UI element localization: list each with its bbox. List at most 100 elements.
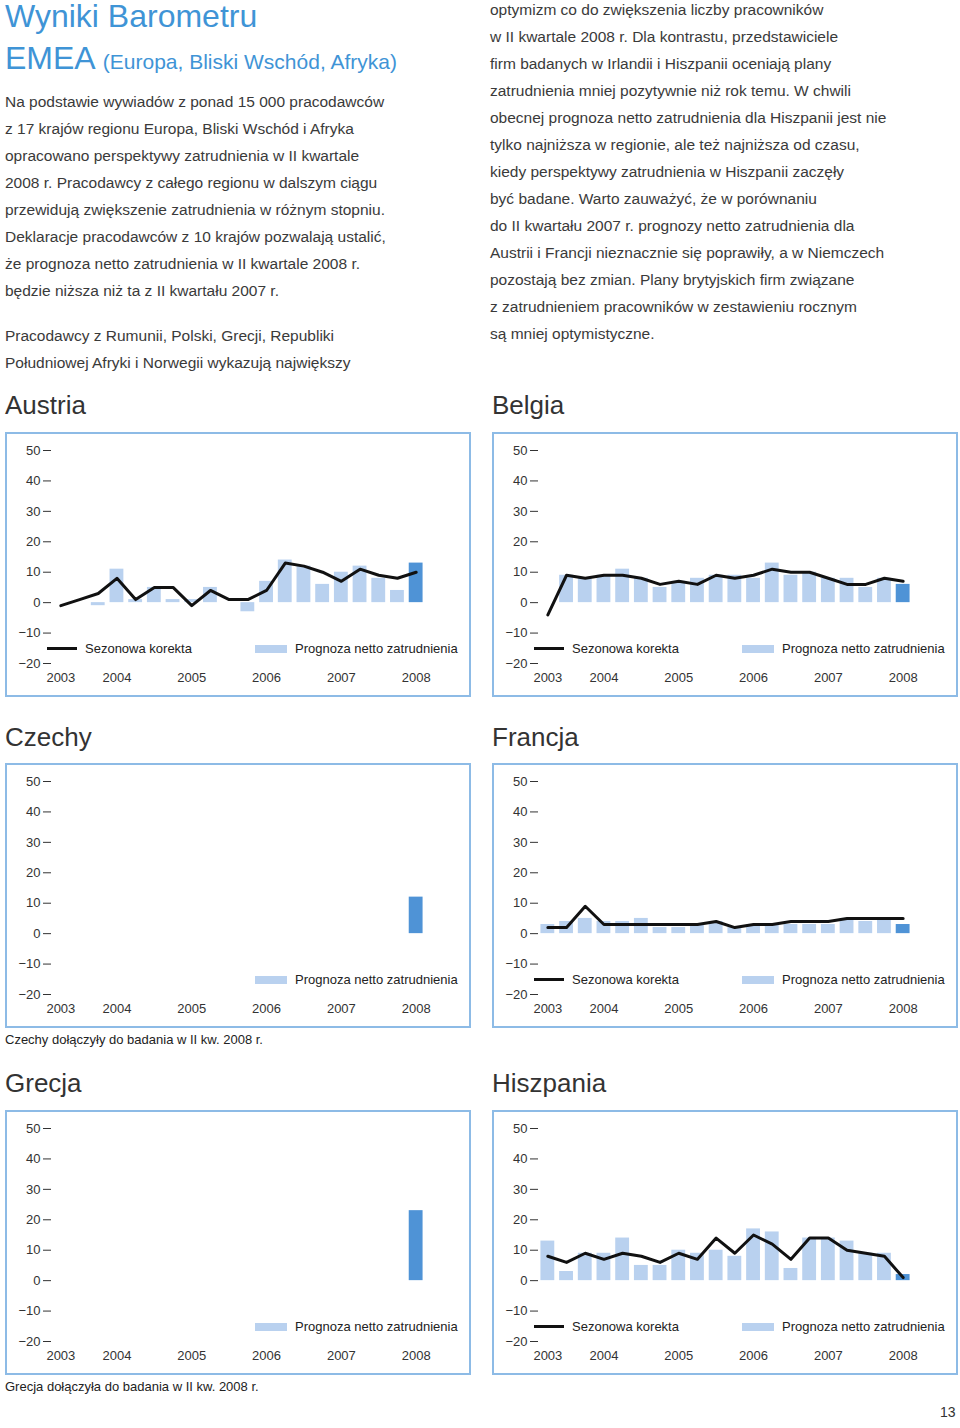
svg-text:50: 50 bbox=[26, 774, 40, 789]
svg-text:−20: −20 bbox=[505, 987, 527, 1002]
svg-text:2006: 2006 bbox=[252, 670, 281, 685]
svg-text:50: 50 bbox=[26, 443, 40, 458]
svg-text:10: 10 bbox=[26, 1242, 40, 1257]
svg-text:2003: 2003 bbox=[533, 1001, 562, 1016]
html-text:Deklaracje pracodawców z 10 kr: Deklaracje pracodawców z 10 krajów pozwa… bbox=[5, 228, 386, 245]
svg-text:40: 40 bbox=[26, 473, 40, 488]
svg-text:10: 10 bbox=[513, 1242, 527, 1257]
svg-text:2008: 2008 bbox=[402, 670, 431, 685]
svg-text:30: 30 bbox=[26, 1182, 40, 1197]
svg-text:10: 10 bbox=[513, 564, 527, 579]
svg-text:50: 50 bbox=[513, 774, 527, 789]
svg-text:2005: 2005 bbox=[664, 670, 693, 685]
svg-text:2008: 2008 bbox=[889, 670, 918, 685]
svg-text:2004: 2004 bbox=[589, 1348, 618, 1363]
svg-text:2005: 2005 bbox=[177, 670, 206, 685]
svg-text:2007: 2007 bbox=[814, 1348, 843, 1363]
svg-text:2008: 2008 bbox=[402, 1001, 431, 1016]
svg-text:0: 0 bbox=[520, 926, 527, 941]
svg-text:2004: 2004 bbox=[589, 670, 618, 685]
svg-text:−10: −10 bbox=[505, 956, 527, 971]
svg-text:2005: 2005 bbox=[177, 1001, 206, 1016]
svg-text:50: 50 bbox=[513, 443, 527, 458]
svg-text:40: 40 bbox=[26, 804, 40, 819]
svg-text:10: 10 bbox=[26, 564, 40, 579]
svg-text:2003: 2003 bbox=[46, 1001, 75, 1016]
html-text:z 17 krajów regionu Europa, Bl: z 17 krajów regionu Europa, Bliski Wschó… bbox=[5, 120, 354, 137]
svg-text:40: 40 bbox=[513, 1151, 527, 1166]
svg-text:2006: 2006 bbox=[252, 1348, 281, 1363]
svg-text:2004: 2004 bbox=[102, 670, 131, 685]
svg-text:2005: 2005 bbox=[177, 1348, 206, 1363]
html-text:Pracodawcy z Rumunii, Polski,: Pracodawcy z Rumunii, Polski, Grecji, Re… bbox=[5, 327, 335, 344]
svg-text:2008: 2008 bbox=[889, 1348, 918, 1363]
svg-text:20: 20 bbox=[26, 534, 40, 549]
html-text:EMEA(Europa, Bliski Wschód, Af: EMEA(Europa, Bliski Wschód, Afryka) bbox=[5, 40, 397, 76]
svg-text:20: 20 bbox=[513, 534, 527, 549]
svg-text:2005: 2005 bbox=[664, 1001, 693, 1016]
html-text:Grecja: Grecja bbox=[5, 1068, 82, 1098]
svg-text:40: 40 bbox=[26, 1151, 40, 1166]
svg-text:30: 30 bbox=[513, 835, 527, 850]
html-text:przewidują zwiększenie zatrudn: przewidują zwiększenie zatrudnienia w ró… bbox=[5, 201, 385, 218]
svg-text:30: 30 bbox=[513, 1182, 527, 1197]
svg-text:2004: 2004 bbox=[589, 1001, 618, 1016]
svg-text:0: 0 bbox=[520, 595, 527, 610]
svg-text:−10: −10 bbox=[505, 1303, 527, 1318]
html-text:Austria: Austria bbox=[5, 390, 86, 420]
svg-text:2003: 2003 bbox=[533, 1348, 562, 1363]
html-text:Francja: Francja bbox=[492, 722, 579, 752]
html-text:że prognoza netto zatrudnienia: że prognoza netto zatrudnienia w II kwar… bbox=[5, 255, 360, 272]
svg-text:−10: −10 bbox=[505, 625, 527, 640]
svg-text:2004: 2004 bbox=[102, 1348, 131, 1363]
svg-text:0: 0 bbox=[33, 926, 40, 941]
svg-text:2006: 2006 bbox=[739, 670, 768, 685]
svg-text:2003: 2003 bbox=[46, 670, 75, 685]
svg-text:2008: 2008 bbox=[889, 1001, 918, 1016]
svg-text:2007: 2007 bbox=[327, 670, 356, 685]
html-text:Czechy: Czechy bbox=[5, 722, 92, 752]
svg-text:2007: 2007 bbox=[327, 1001, 356, 1016]
svg-text:2003: 2003 bbox=[46, 1348, 75, 1363]
svg-text:2003: 2003 bbox=[533, 670, 562, 685]
svg-text:30: 30 bbox=[26, 504, 40, 519]
svg-text:30: 30 bbox=[26, 835, 40, 850]
svg-text:10: 10 bbox=[513, 895, 527, 910]
svg-text:−20: −20 bbox=[505, 656, 527, 671]
svg-text:−10: −10 bbox=[18, 956, 40, 971]
html-text:Hiszpania: Hiszpania bbox=[492, 1068, 607, 1098]
svg-text:40: 40 bbox=[513, 473, 527, 488]
svg-text:−20: −20 bbox=[18, 656, 40, 671]
svg-text:−20: −20 bbox=[18, 987, 40, 1002]
svg-text:2007: 2007 bbox=[327, 1348, 356, 1363]
svg-text:2007: 2007 bbox=[814, 1001, 843, 1016]
svg-text:0: 0 bbox=[33, 1273, 40, 1288]
svg-text:0: 0 bbox=[520, 1273, 527, 1288]
svg-text:50: 50 bbox=[26, 1121, 40, 1136]
html-text:Na podstawie wywiadów z ponad: Na podstawie wywiadów z ponad 15 000 pra… bbox=[5, 93, 385, 110]
svg-text:2005: 2005 bbox=[664, 1348, 693, 1363]
svg-text:20: 20 bbox=[513, 1212, 527, 1227]
svg-text:−20: −20 bbox=[505, 1334, 527, 1349]
svg-text:−20: −20 bbox=[18, 1334, 40, 1349]
html-text:Belgia: Belgia bbox=[492, 390, 565, 420]
html-text:opracowano perspektywy zatrudn: opracowano perspektywy zatrudnienia w II… bbox=[5, 147, 360, 164]
svg-text:2007: 2007 bbox=[814, 670, 843, 685]
html-text:2008 r. Pracodawcy z całego re: 2008 r. Pracodawcy z całego regionu w da… bbox=[5, 174, 378, 191]
html-text:będzie niższa niż ta z II kwar: będzie niższa niż ta z II kwartału 2007 … bbox=[5, 282, 279, 299]
svg-text:10: 10 bbox=[26, 895, 40, 910]
svg-text:40: 40 bbox=[513, 804, 527, 819]
svg-text:20: 20 bbox=[26, 1212, 40, 1227]
svg-text:20: 20 bbox=[26, 865, 40, 880]
svg-text:2006: 2006 bbox=[252, 1001, 281, 1016]
svg-text:30: 30 bbox=[513, 504, 527, 519]
svg-text:−10: −10 bbox=[18, 1303, 40, 1318]
svg-text:20: 20 bbox=[513, 865, 527, 880]
svg-text:2006: 2006 bbox=[739, 1348, 768, 1363]
svg-text:50: 50 bbox=[513, 1121, 527, 1136]
svg-text:2004: 2004 bbox=[102, 1001, 131, 1016]
svg-text:−10: −10 bbox=[18, 625, 40, 640]
svg-text:2008: 2008 bbox=[402, 1348, 431, 1363]
svg-text:2006: 2006 bbox=[739, 1001, 768, 1016]
svg-text:0: 0 bbox=[33, 595, 40, 610]
